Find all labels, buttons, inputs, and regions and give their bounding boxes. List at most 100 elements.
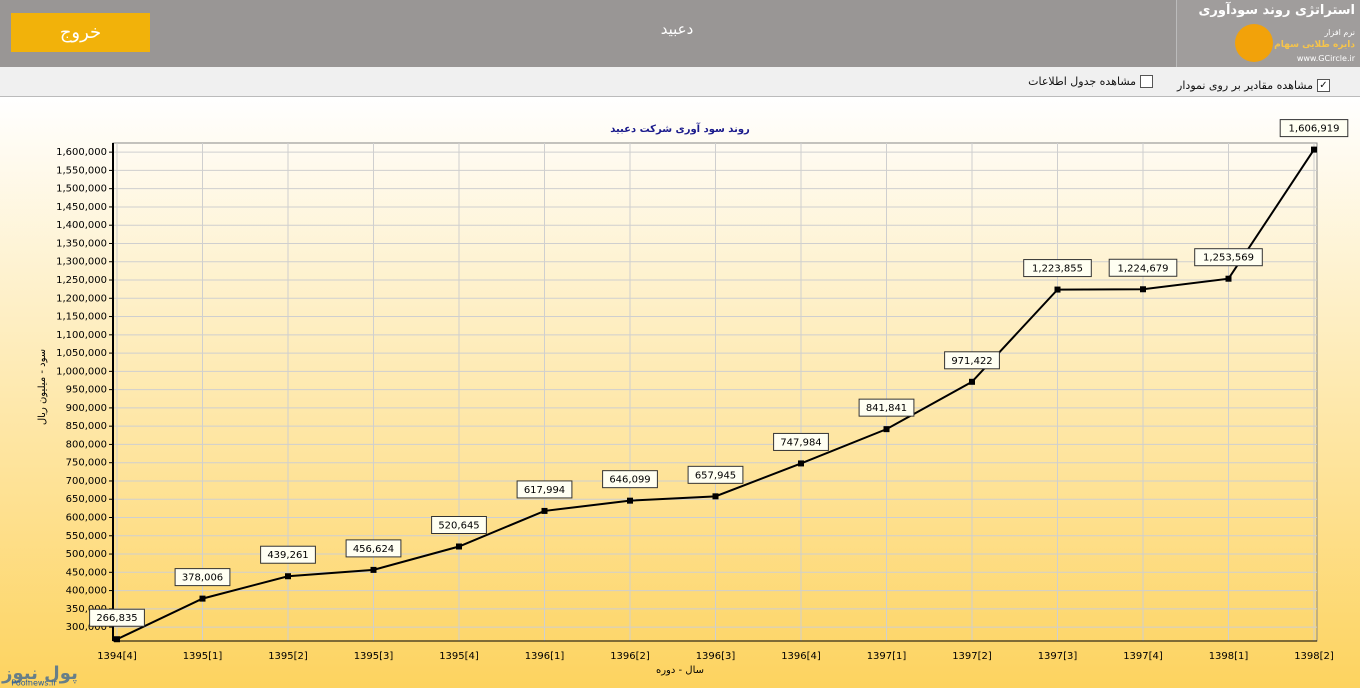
x-tick-label: 1395[1] [183,651,223,662]
x-tick-label: 1397[4] [1123,651,1163,662]
x-tick-label: 1397[2] [952,651,992,662]
value-label-box [1108,258,1178,277]
y-tick-label: 1,000,000 [56,366,107,377]
value-label-box [516,480,573,499]
checkbox-label: مشاهده مقادیر بر روی نمودار [1177,79,1313,92]
value-label-box [1194,248,1263,267]
data-point [114,636,120,643]
data-point [712,493,719,500]
y-axis-label: سود - میلیون ریال [37,349,48,425]
value-label: 266,835 [89,608,145,627]
value-label: 439,261 [260,545,316,564]
x-tick-label: 1395[2] [268,651,308,662]
value-label: 378,006 [174,568,231,587]
y-tick-label: 500,000 [66,549,107,560]
value-label-box [858,398,915,417]
logo-url: www.GCircle.ir [1296,54,1355,63]
x-tick-label: 1397[3] [1038,651,1078,662]
data-point [370,566,377,573]
y-tick-label: 1,200,000 [56,293,107,304]
data-point [1140,286,1146,293]
value-label-box [1279,119,1349,138]
x-tick-label: 1396[1] [525,651,565,662]
y-tick-label: 750,000 [66,458,107,469]
y-tick-label: 1,600,000 [56,147,107,158]
y-tick-label: 1,150,000 [56,312,107,323]
value-label-box [174,568,231,587]
value-label-text: 1,223,855 [1032,264,1083,275]
y-tick-label: 800,000 [66,439,107,450]
data-point [798,460,804,467]
y-tick-label: 1,500,000 [56,184,107,195]
value-label: 841,841 [858,398,915,417]
data-point [199,595,206,602]
data-point [1054,286,1061,293]
y-tick-label: 1,100,000 [56,330,107,341]
y-tick-label: 300,000 [66,622,107,633]
value-label-box [773,432,829,451]
header: خروج دعبید استراتژی روند سودآوری نرم افز… [0,0,1360,67]
y-tick-label: 350,000 [66,604,107,615]
value-label: 520,645 [431,515,487,534]
value-label-box [89,608,145,627]
x-tick-label: 1395[4] [439,651,479,662]
value-label-text: 841,841 [866,403,907,414]
value-label: 1,223,855 [1023,259,1092,278]
logo-title: استراتژی روند سودآوری [1198,3,1355,18]
value-label: 646,099 [602,470,658,489]
y-tick-label: 550,000 [66,531,107,542]
value-label-text: 378,006 [182,573,223,584]
checkbox-option[interactable]: مشاهده جدول اطلاعات [1028,75,1154,88]
value-label: 456,624 [345,539,402,558]
y-tick-label: 650,000 [66,494,107,505]
value-label: 617,994 [516,480,573,499]
y-tick-label: 1,350,000 [56,238,107,249]
x-tick-label: 1396[4] [781,651,821,662]
value-label-text: 747,984 [780,437,821,448]
value-label-box [1023,259,1092,278]
x-tick-label: 1396[2] [610,651,650,662]
value-label-text: 657,945 [695,470,736,481]
data-point [456,543,462,550]
x-tick-label: 1398[2] [1294,651,1334,662]
chart: روند سود آوری شرکت دعبید سال - دوره سود … [0,97,1360,688]
value-label-text: 1,224,679 [1118,263,1169,274]
logo: استراتژی روند سودآوری نرم افزار دایره طل… [1176,0,1360,67]
x-tick-label: 1398[1] [1209,651,1249,662]
data-point [285,573,291,580]
page-title: دعبید [660,20,694,38]
x-tick-label: 1394[4] [97,651,137,662]
value-label-text: 266,835 [96,613,137,624]
value-label-text: 971,422 [951,356,992,367]
value-label: 1,253,569 [1194,248,1263,267]
logo-brand: دایره طلایی سهام [1274,40,1355,50]
y-tick-label: 1,250,000 [56,275,107,286]
y-tick-label: 1,400,000 [56,220,107,231]
y-tick-label: 850,000 [66,421,107,432]
watermark-url: Poolnews.ir [11,679,57,688]
x-tick-label: 1397[1] [867,651,907,662]
value-label: 657,945 [687,465,744,484]
checkbox-option[interactable]: ✓ مشاهده مقادیر بر روی نمودار [1177,79,1330,92]
data-point [1311,146,1317,153]
data-point [627,497,633,504]
value-label-box [602,470,658,489]
value-label-box [260,545,316,564]
value-label-text: 617,994 [524,485,565,496]
checkbox-label: مشاهده جدول اطلاعات [1028,75,1137,88]
value-label: 1,224,679 [1108,258,1178,277]
checkbox[interactable]: ✓ [1317,79,1330,92]
x-axis-label: سال - دوره [656,665,704,676]
value-label-text: 439,261 [267,550,308,561]
value-label-box [687,465,744,484]
y-tick-label: 950,000 [66,385,107,396]
y-tick-label: 450,000 [66,567,107,578]
y-tick-label: 600,000 [66,513,107,524]
checkbox[interactable] [1140,75,1154,88]
value-label-text: 520,645 [438,520,479,531]
y-tick-label: 700,000 [66,476,107,487]
data-point [1225,275,1232,282]
exit-button[interactable]: خروج [11,13,150,52]
watermark-name: پول نیوز [1,663,78,684]
value-label: 1,606,919 [1279,119,1349,138]
